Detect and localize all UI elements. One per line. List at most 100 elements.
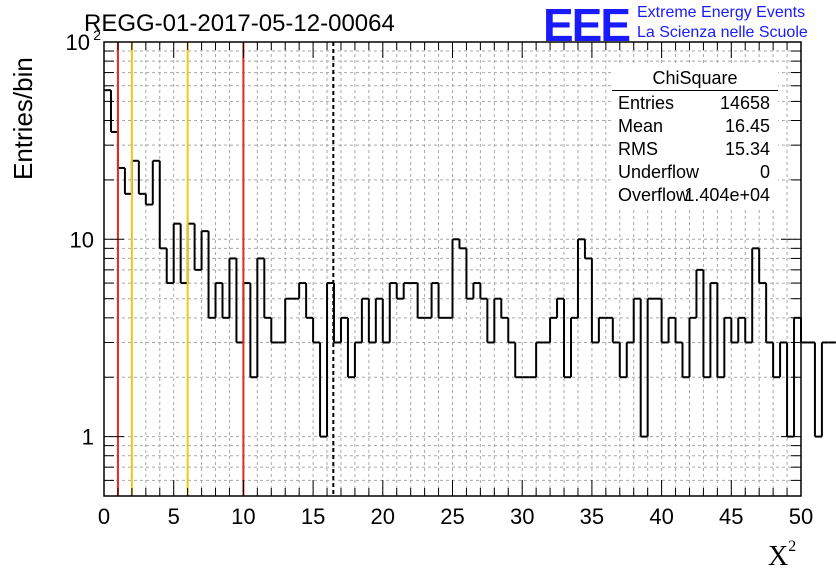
histogram-bin — [695, 268, 704, 318]
histogram-bin — [597, 316, 606, 343]
stats-divider — [612, 90, 778, 91]
histogram-bin — [465, 248, 474, 300]
histogram-bin — [737, 316, 746, 343]
histogram-bin — [151, 159, 160, 205]
x-axis-label-base: X — [768, 541, 789, 572]
histogram-bin — [339, 316, 348, 343]
stat-label: Entries — [618, 93, 675, 113]
stat-value: 15.34 — [724, 139, 770, 159]
histogram-bin — [144, 193, 153, 206]
histogram-bin — [479, 283, 488, 300]
histogram-bin — [165, 248, 174, 285]
x-tick-label: 10 — [231, 504, 255, 529]
histogram-bin — [109, 90, 118, 133]
histogram-bin — [611, 317, 620, 344]
histogram-bin — [458, 239, 467, 250]
histogram-bin — [681, 342, 690, 379]
histogram-bin — [179, 223, 188, 285]
histogram-bin — [402, 282, 411, 299]
histogram-bin — [228, 257, 237, 318]
histogram-bin — [172, 222, 181, 284]
histogram-bin — [590, 258, 599, 344]
histogram-bin — [751, 247, 760, 343]
histogram-bin — [305, 283, 314, 319]
histogram-bin — [200, 230, 209, 270]
stat-value: 1.404e+04 — [684, 185, 770, 205]
histogram-bin — [256, 257, 265, 378]
y-tick-label: 10 — [66, 30, 90, 55]
histogram-bin — [270, 317, 279, 344]
histogram-bin — [381, 298, 390, 344]
histogram-bin — [186, 222, 195, 284]
stat-label: Mean — [618, 116, 664, 136]
y-tick-label-exponent: 2 — [93, 27, 101, 43]
stats-row-rms: RMS 15.34 — [618, 139, 770, 161]
logo-line-1: Extreme Energy Events — [637, 4, 806, 21]
histogram-bin — [744, 317, 753, 344]
x-tick-label: 35 — [580, 504, 604, 529]
histogram-bin — [716, 283, 725, 379]
histogram-bin — [353, 341, 362, 378]
stat-value: 0 — [759, 162, 770, 182]
histogram-bin — [437, 283, 446, 319]
histogram-bin — [346, 317, 355, 379]
histogram-bin — [193, 223, 202, 271]
x-tick-label: 5 — [168, 504, 180, 529]
histogram-bin — [813, 342, 822, 438]
histogram-bin — [242, 282, 251, 343]
y-axis-label: Entries/bin — [8, 57, 38, 180]
histogram-bin — [507, 317, 516, 344]
stats-title: ChiSquare — [652, 68, 738, 88]
histogram-bin — [388, 282, 397, 343]
histogram-bin — [632, 297, 641, 343]
stats-box: ChiSquare Entries 14658 Mean 16.45 RMS 1… — [612, 66, 778, 210]
y-tick-label: 10 — [70, 227, 94, 252]
histogram-bars — [104, 89, 836, 438]
stat-value: 16.45 — [724, 116, 770, 136]
histogram-bin — [674, 317, 683, 344]
histogram-bin — [820, 341, 829, 437]
histogram-bin — [298, 282, 307, 299]
histogram-bin — [660, 298, 669, 344]
x-tick-label: 0 — [98, 504, 110, 529]
histogram-bin — [646, 297, 655, 437]
x-tick-label: 15 — [301, 504, 325, 529]
histogram-bin — [416, 283, 425, 319]
stats-row-entries: Entries 14658 — [618, 93, 770, 115]
histogram-bin — [618, 342, 627, 379]
stats-row-overflow: Overflow 1.404e+04 — [618, 185, 770, 207]
logo-line-2: La Scienza nelle Scuole — [637, 24, 808, 41]
x-tick-label: 20 — [371, 504, 395, 529]
histogram-bin — [639, 298, 648, 438]
histogram-bin — [702, 269, 711, 379]
histogram-bin — [549, 316, 558, 343]
histogram-bin — [625, 341, 634, 378]
histogram-bin — [367, 298, 376, 344]
eee-logo: EEE — [543, 0, 631, 51]
histogram-bin — [451, 238, 460, 318]
histogram-bin — [235, 258, 244, 344]
histogram-bin — [158, 160, 167, 250]
histogram-bin — [730, 317, 739, 344]
histogram-bin — [249, 283, 258, 379]
histogram-bin — [667, 316, 676, 343]
histogram-bin — [569, 316, 578, 378]
reference-lines — [116, 42, 335, 496]
stat-label: RMS — [618, 139, 658, 159]
x-tick-label: 45 — [719, 504, 743, 529]
histogram-bin — [284, 297, 293, 343]
histogram-bin — [263, 258, 272, 319]
histogram-bin — [493, 297, 502, 343]
histogram-bin — [500, 298, 509, 319]
x-tick-label: 30 — [510, 504, 534, 529]
histogram-bin — [514, 342, 523, 379]
histogram-bin — [333, 283, 341, 344]
histogram-bin — [576, 238, 585, 318]
histogram-bin — [535, 341, 544, 378]
histogram-bin — [214, 282, 223, 318]
chart-title: REGG-01-2017-05-12-00064 — [84, 10, 395, 37]
histogram-bin — [765, 283, 774, 344]
histogram-bin — [312, 317, 321, 344]
histogram-bin — [800, 317, 808, 344]
